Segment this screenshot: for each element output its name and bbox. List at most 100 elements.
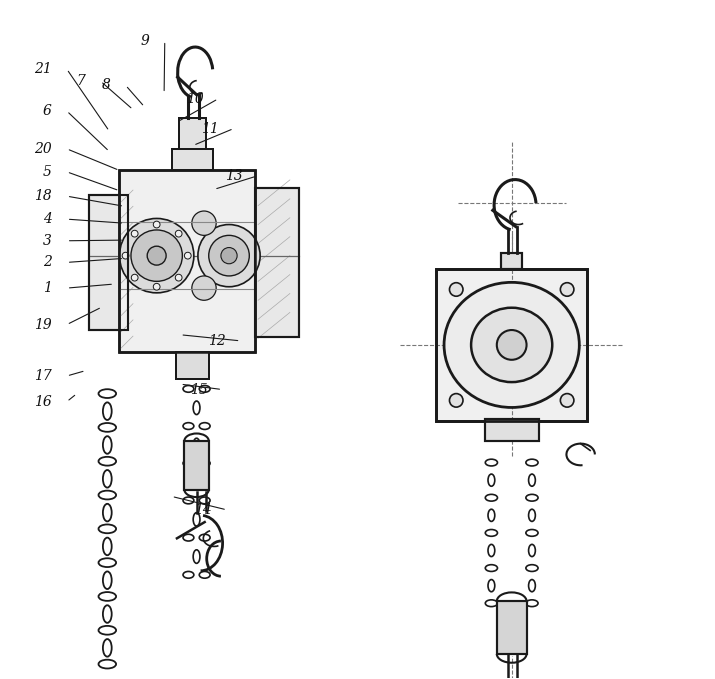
Ellipse shape [485, 494, 498, 501]
Bar [179, 118, 206, 149]
Ellipse shape [103, 403, 112, 420]
Text: 17: 17 [34, 369, 52, 383]
Bar [89, 195, 128, 330]
Ellipse shape [526, 494, 538, 501]
Ellipse shape [485, 459, 498, 466]
Circle shape [132, 274, 138, 281]
Bar [485, 420, 538, 441]
Circle shape [561, 394, 574, 407]
Ellipse shape [99, 626, 116, 635]
Circle shape [175, 274, 182, 281]
Bar [176, 352, 209, 379]
Ellipse shape [193, 438, 200, 452]
Text: 6: 6 [43, 104, 52, 118]
Circle shape [561, 282, 574, 296]
Ellipse shape [99, 457, 116, 466]
Ellipse shape [193, 550, 200, 564]
Ellipse shape [99, 389, 116, 398]
Text: 8: 8 [102, 78, 111, 92]
Ellipse shape [103, 639, 112, 657]
Ellipse shape [485, 565, 498, 572]
Bar [179, 118, 206, 149]
Ellipse shape [471, 308, 552, 382]
Circle shape [450, 394, 463, 407]
Bar [485, 420, 538, 441]
Text: 2: 2 [43, 255, 52, 270]
Ellipse shape [199, 534, 210, 541]
Circle shape [221, 248, 237, 263]
Ellipse shape [183, 572, 194, 579]
Ellipse shape [193, 401, 200, 415]
Bar [255, 188, 299, 337]
Ellipse shape [526, 459, 538, 466]
Ellipse shape [199, 460, 210, 466]
Ellipse shape [199, 422, 210, 429]
Ellipse shape [103, 504, 112, 521]
Circle shape [122, 253, 129, 259]
Text: 10: 10 [186, 92, 203, 106]
Circle shape [192, 211, 216, 236]
Text: 4: 4 [43, 212, 52, 226]
Circle shape [153, 221, 160, 228]
Text: 18: 18 [34, 189, 52, 203]
Text: 21: 21 [34, 62, 52, 76]
Ellipse shape [485, 530, 498, 536]
Text: 5: 5 [43, 165, 52, 179]
Text: 1: 1 [43, 281, 52, 295]
Bar [119, 170, 255, 352]
Text: 13: 13 [225, 169, 242, 183]
Text: 7: 7 [77, 74, 86, 88]
Bar [184, 441, 209, 490]
Ellipse shape [183, 460, 194, 466]
Circle shape [184, 253, 191, 259]
Ellipse shape [488, 580, 495, 591]
Text: 14: 14 [194, 503, 212, 517]
Ellipse shape [103, 470, 112, 488]
Circle shape [119, 219, 194, 293]
Ellipse shape [444, 282, 579, 407]
Ellipse shape [99, 660, 116, 669]
Circle shape [497, 330, 526, 360]
Text: 19: 19 [34, 318, 52, 331]
Bar [184, 441, 209, 490]
Ellipse shape [103, 605, 112, 623]
Ellipse shape [526, 600, 538, 606]
Ellipse shape [526, 530, 538, 536]
Ellipse shape [103, 538, 112, 555]
Ellipse shape [199, 497, 210, 504]
Text: 9: 9 [141, 33, 150, 48]
Circle shape [209, 236, 250, 276]
Ellipse shape [528, 474, 536, 486]
Ellipse shape [99, 592, 116, 601]
Text: 16: 16 [34, 394, 52, 409]
Bar [172, 149, 213, 170]
Ellipse shape [183, 422, 194, 429]
Bar [497, 601, 526, 654]
Ellipse shape [193, 475, 200, 489]
Ellipse shape [99, 491, 116, 500]
Ellipse shape [183, 386, 194, 392]
Bar [501, 253, 523, 269]
Ellipse shape [103, 572, 112, 589]
Bar [501, 253, 523, 269]
Ellipse shape [193, 513, 200, 526]
Ellipse shape [99, 423, 116, 432]
Circle shape [132, 230, 138, 237]
Circle shape [153, 283, 160, 290]
Ellipse shape [488, 474, 495, 486]
Ellipse shape [485, 600, 498, 606]
Bar [89, 195, 128, 330]
Circle shape [131, 230, 182, 281]
Ellipse shape [528, 509, 536, 521]
Circle shape [175, 230, 182, 237]
Bar [497, 601, 526, 654]
Bar [436, 269, 588, 421]
Bar [255, 188, 299, 337]
Circle shape [192, 276, 216, 300]
Ellipse shape [488, 545, 495, 557]
Ellipse shape [199, 572, 210, 579]
Bar [172, 149, 213, 170]
Ellipse shape [103, 436, 112, 454]
Text: 15: 15 [189, 382, 207, 397]
Text: 12: 12 [208, 334, 226, 348]
